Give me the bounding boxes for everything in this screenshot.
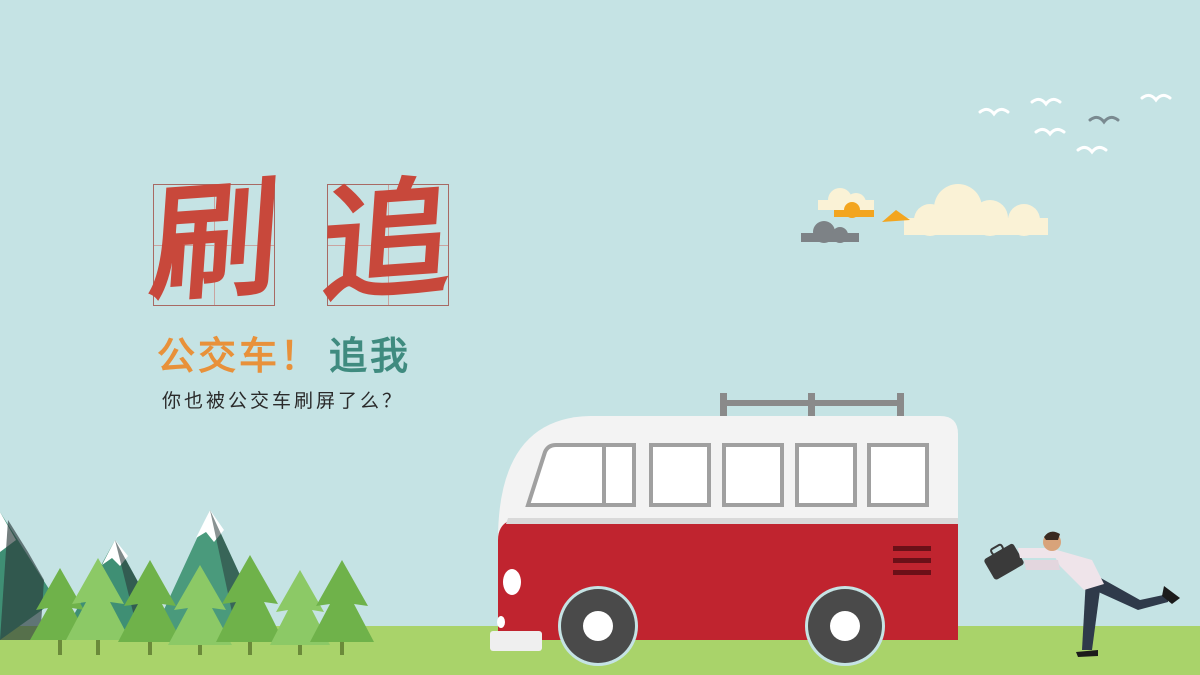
briefcase-icon [984,543,1024,580]
bus [490,393,958,666]
title-grid-box [327,184,449,306]
title-block: 刷 追 [145,150,465,322]
cloud-icon [904,184,1048,236]
tree-icon [310,560,374,655]
bird-icon [1034,127,1066,137]
tree-icon [270,570,330,655]
running-businessman [984,531,1180,657]
caption: 你也被公交车刷屏了么？ [162,390,405,412]
trees [30,555,374,655]
clouds [801,184,1048,243]
tree-icon [30,568,90,655]
subtitle-part-2: 追我 [329,334,412,378]
subtitle: 公交车！ 追我 [157,330,411,382]
tree-icon [118,560,182,655]
bird-icon [1140,93,1172,103]
bird-icon [1076,145,1108,155]
tree-icon [168,565,232,655]
tree-icon [66,558,130,655]
tree-icon [216,555,284,655]
title-char-1: 刷 [145,163,285,322]
title-char-2: 追 [317,163,457,322]
bird-icon [978,107,1010,117]
cloud-icon [834,202,910,222]
bird-icon [1030,97,1062,107]
wheel-icon [805,586,885,666]
title-grid-box [153,184,275,306]
wheel-icon [558,586,638,666]
birds [978,93,1172,155]
subtitle-part-1: 公交车！ [157,334,322,378]
bird-icon [1088,115,1120,125]
headlight-icon [503,569,521,595]
cloud-icon [801,221,859,243]
